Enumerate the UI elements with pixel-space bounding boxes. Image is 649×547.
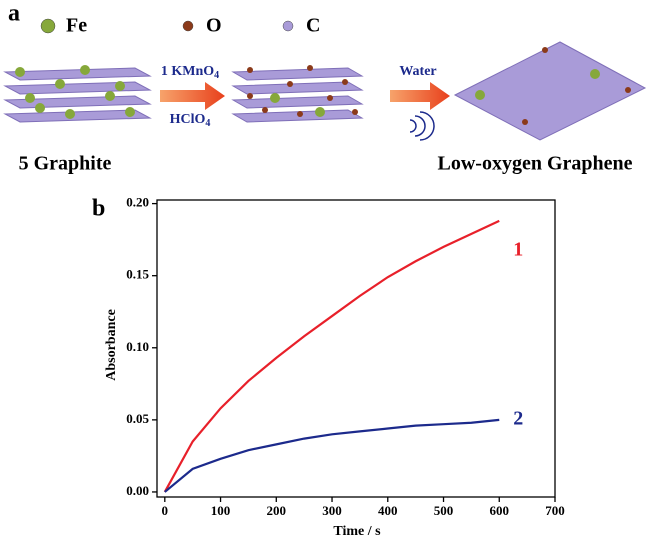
o-atom [342,79,348,85]
arrow [160,82,225,110]
y-tick-label: 0.05 [126,411,149,426]
ultrasound-icon [410,112,434,140]
o-atom [625,87,631,93]
o-atom [247,93,253,99]
fe-atom [475,90,485,100]
fe-atom [15,67,25,77]
x-tick-label: 300 [322,503,342,518]
x-tick-label: 600 [490,503,510,518]
legend-label: Fe [66,15,87,37]
o-atom [287,81,293,87]
y-tick-label: 0.15 [126,267,149,282]
fe-atom [80,65,90,75]
legend-label: O [206,15,222,37]
reagent-label: 1 KMnO4 [161,64,219,81]
x-tick-label: 700 [545,503,565,518]
reagent-sub: 4 [205,118,210,129]
x-tick-label: 100 [211,503,231,518]
series-label: 2 [513,407,523,429]
fe-atom [115,81,125,91]
figure: a FeOC 1 KMnO4 HClO4 Water 5 Graphite Lo… [0,0,649,547]
o-atom [247,67,253,73]
layer [233,110,362,122]
reagent-label: HClO4 [170,112,211,129]
reagent-text: HClO [170,112,206,127]
legend-marker [183,21,193,31]
legend-marker [41,19,55,33]
series-line [165,420,499,492]
x-axis-label: Time / s [333,524,381,539]
fe-atom [315,107,325,117]
y-tick-label: 0.10 [126,339,149,354]
fe-atom [35,103,45,113]
panel-label: a [8,1,20,27]
fe-atom [55,79,65,89]
x-tick-label: 200 [267,503,287,518]
fe-atom [65,109,75,119]
o-atom [262,107,268,113]
series-line [165,221,499,492]
x-tick-label: 400 [378,503,398,518]
step-label: Water [399,64,436,79]
x-tick-label: 500 [434,503,454,518]
fe-atom [25,93,35,103]
arrow [390,82,450,110]
fe-atom [270,93,280,103]
y-tick-label: 0.00 [126,483,149,498]
start-label: 5 Graphite [19,153,112,175]
legend: Fe O C [41,15,320,37]
o-atom [542,47,548,53]
series-label: 1 [513,238,523,260]
legend-marker [283,21,293,31]
o-atom [522,119,528,125]
chart: 0 100 200 300 400 500 600 700 0.00 0.05 0.10 0.15 0.… [126,195,565,518]
o-atom [352,109,358,115]
end-label: Low-oxygen Graphene [438,153,633,175]
reagent-text: 1 KMnO [161,64,214,79]
o-atom [297,111,303,117]
o-atom [327,95,333,101]
panel-label: b [92,196,105,222]
layer [5,68,150,80]
y-axis-label: Absorbance [104,309,119,381]
o-atom [307,65,313,71]
layer [5,82,150,94]
x-tick-label: 0 [162,503,169,518]
reagent-sub: 4 [214,70,219,81]
fe-atom [105,91,115,101]
plot-frame [157,200,555,497]
graphene-sheet [455,42,645,140]
y-tick-label: 0.20 [126,195,149,210]
fe-atom [590,69,600,79]
legend-label: C [306,15,320,37]
fe-atom [125,107,135,117]
graphite-stacks [5,42,645,140]
